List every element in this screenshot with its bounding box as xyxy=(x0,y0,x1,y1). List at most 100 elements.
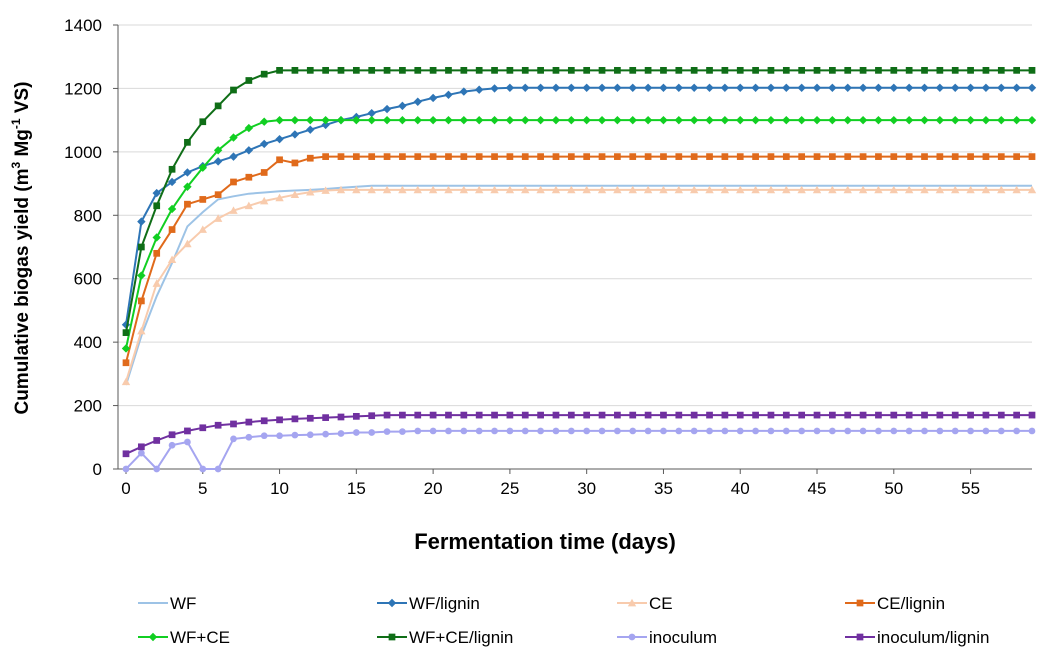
data-point xyxy=(184,138,191,146)
data-point xyxy=(982,427,990,435)
data-point xyxy=(167,177,177,187)
data-point xyxy=(736,66,744,74)
data-point xyxy=(828,185,837,194)
data-point xyxy=(859,66,867,74)
legend-item-wf: WF xyxy=(138,594,196,613)
data-point xyxy=(782,115,791,125)
data-point xyxy=(966,83,975,92)
data-point xyxy=(552,66,560,74)
data-point xyxy=(445,427,452,435)
legend-item-wf-lignin: WF/lignin xyxy=(377,594,480,613)
data-point xyxy=(920,185,929,194)
data-point xyxy=(567,83,576,92)
data-point xyxy=(921,153,928,160)
data-point xyxy=(445,411,452,419)
data-point xyxy=(398,185,407,194)
data-point xyxy=(213,146,223,155)
data-point xyxy=(875,153,882,160)
data-point xyxy=(229,206,238,214)
data-point xyxy=(629,66,637,74)
data-point xyxy=(505,115,515,125)
data-point xyxy=(1013,66,1021,74)
data-point xyxy=(782,66,790,74)
data-point xyxy=(414,411,422,419)
data-point xyxy=(828,83,837,92)
data-point xyxy=(967,427,974,435)
data-point xyxy=(936,427,944,435)
series-wf-lignin xyxy=(121,83,1037,329)
data-point xyxy=(275,134,284,144)
data-point xyxy=(798,427,806,435)
data-point xyxy=(935,185,945,194)
data-point xyxy=(474,185,484,194)
data-point xyxy=(736,185,745,194)
data-point xyxy=(551,115,561,125)
data-point xyxy=(843,185,852,194)
data-point xyxy=(153,465,161,473)
data-point xyxy=(798,411,806,419)
data-point xyxy=(199,424,207,432)
data-point xyxy=(629,427,637,435)
data-point xyxy=(675,66,683,74)
x-tick-label: 40 xyxy=(731,479,750,498)
data-point xyxy=(829,153,836,160)
data-point xyxy=(321,186,330,194)
data-point xyxy=(337,66,345,74)
data-point xyxy=(336,185,346,194)
legend-marker xyxy=(628,633,636,641)
data-point xyxy=(921,411,928,419)
data-point xyxy=(491,427,498,435)
data-point xyxy=(275,115,284,125)
data-point xyxy=(137,297,145,305)
data-point xyxy=(168,226,176,233)
data-point xyxy=(475,411,483,419)
legend-label: CE/lignin xyxy=(877,594,945,613)
data-point xyxy=(582,185,591,194)
data-point xyxy=(997,427,1005,435)
data-point xyxy=(306,187,315,196)
data-point xyxy=(721,411,729,419)
data-point xyxy=(935,115,945,125)
x-tick-label: 0 xyxy=(121,479,130,498)
data-point xyxy=(690,427,698,435)
data-point xyxy=(322,153,329,160)
y-tick-label: 600 xyxy=(74,270,102,289)
data-point xyxy=(368,429,376,436)
data-point xyxy=(382,115,392,125)
data-point xyxy=(552,427,560,435)
data-point xyxy=(352,115,361,125)
data-point xyxy=(383,428,391,435)
data-point xyxy=(752,427,759,435)
legend-label: WF/lignin xyxy=(409,594,480,613)
data-point xyxy=(660,427,667,435)
data-point xyxy=(536,83,545,92)
data-point xyxy=(276,66,283,74)
data-point xyxy=(306,125,315,134)
data-point xyxy=(1027,115,1037,125)
data-point xyxy=(675,427,683,435)
data-point xyxy=(306,66,314,74)
data-point xyxy=(137,449,145,457)
data-point xyxy=(245,173,253,181)
data-point xyxy=(567,427,575,435)
data-point xyxy=(230,435,237,443)
legend-marker xyxy=(148,632,158,642)
legend-marker xyxy=(856,633,864,641)
data-point xyxy=(766,185,776,194)
data-point xyxy=(920,83,929,92)
data-point xyxy=(660,66,667,74)
data-point xyxy=(643,83,653,92)
data-point xyxy=(706,66,713,74)
data-point xyxy=(782,185,791,194)
data-point xyxy=(399,411,406,419)
data-point xyxy=(399,428,406,435)
data-point xyxy=(875,66,882,74)
data-point xyxy=(614,153,621,160)
data-point xyxy=(674,83,684,92)
data-point xyxy=(229,133,238,142)
data-point xyxy=(752,66,759,74)
data-point xyxy=(721,427,729,435)
data-point xyxy=(858,115,868,125)
data-point xyxy=(598,153,606,160)
data-point xyxy=(675,153,683,160)
